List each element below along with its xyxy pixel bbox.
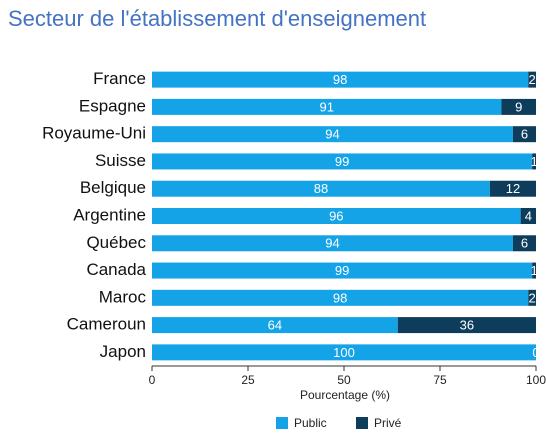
data-label: 94 xyxy=(325,236,339,251)
bar-segment xyxy=(152,344,536,361)
y-tick-label: Belgique xyxy=(80,178,146,197)
bar-segment xyxy=(152,180,490,197)
data-label: 91 xyxy=(319,99,333,114)
data-label: 6 xyxy=(521,127,528,142)
bar-segment xyxy=(152,98,502,115)
x-tick-label: 0 xyxy=(149,373,156,387)
bar-segment xyxy=(152,317,398,334)
y-tick-label: Argentine xyxy=(73,205,146,224)
legend-label: Public xyxy=(294,416,327,430)
data-label: 12 xyxy=(506,181,520,196)
data-label: 100 xyxy=(333,345,355,360)
bar-segment xyxy=(512,126,536,143)
y-tick-label: Royaume-Uni xyxy=(42,124,146,143)
bar-segment xyxy=(520,208,536,224)
bar-segment xyxy=(152,289,529,306)
data-label: 64 xyxy=(268,318,282,333)
bar-segment xyxy=(152,235,513,252)
data-label: 98 xyxy=(333,290,347,305)
data-label: 0 xyxy=(532,345,539,360)
bar-segment xyxy=(532,262,536,279)
bar-segment xyxy=(152,71,529,88)
data-label: 36 xyxy=(460,318,474,333)
y-tick-label: Espagne xyxy=(79,96,146,115)
data-label: 6 xyxy=(521,236,528,251)
data-label: 9 xyxy=(515,99,522,114)
legend-swatch xyxy=(356,417,368,429)
data-label: 2 xyxy=(529,72,536,87)
data-label: 94 xyxy=(325,127,339,142)
x-tick-label: 75 xyxy=(433,373,447,387)
y-tick-label: Suisse xyxy=(95,151,146,170)
legend-label: Privé xyxy=(374,416,402,430)
chart-title: Secteur de l'établissement d'enseignemen… xyxy=(8,6,426,31)
y-tick-label: Maroc xyxy=(99,287,147,306)
data-label: 99 xyxy=(335,263,349,278)
bar-segment xyxy=(528,71,536,88)
bar-segment xyxy=(152,262,533,279)
bar-segment xyxy=(501,98,536,115)
data-label: 88 xyxy=(314,181,328,196)
bar-segment xyxy=(528,289,536,306)
x-tick-label: 50 xyxy=(337,373,351,387)
data-label: 98 xyxy=(333,72,347,87)
y-tick-label: Canada xyxy=(86,260,146,279)
bar-segment xyxy=(152,153,533,170)
y-tick-label: Cameroun xyxy=(67,315,146,334)
x-tick-label: 25 xyxy=(241,373,255,387)
legend-swatch xyxy=(276,417,288,429)
bar-segment xyxy=(532,153,536,170)
data-label: 4 xyxy=(525,208,532,223)
x-axis-label: Pourcentage (%) xyxy=(300,388,390,402)
data-label: 1 xyxy=(530,263,537,278)
bar-segment xyxy=(489,180,536,197)
y-tick-label: Japon xyxy=(100,342,146,361)
x-tick-label: 100 xyxy=(526,373,546,387)
bar-segment xyxy=(512,235,536,252)
data-label: 96 xyxy=(329,208,343,223)
y-tick-label: Québec xyxy=(86,233,146,252)
bar-segment xyxy=(152,126,513,143)
data-label: 1 xyxy=(530,154,537,169)
bar-segment xyxy=(152,208,521,224)
y-tick-label: France xyxy=(93,69,146,88)
data-label: 99 xyxy=(335,154,349,169)
data-label: 2 xyxy=(529,290,536,305)
bar-segment xyxy=(397,317,536,334)
